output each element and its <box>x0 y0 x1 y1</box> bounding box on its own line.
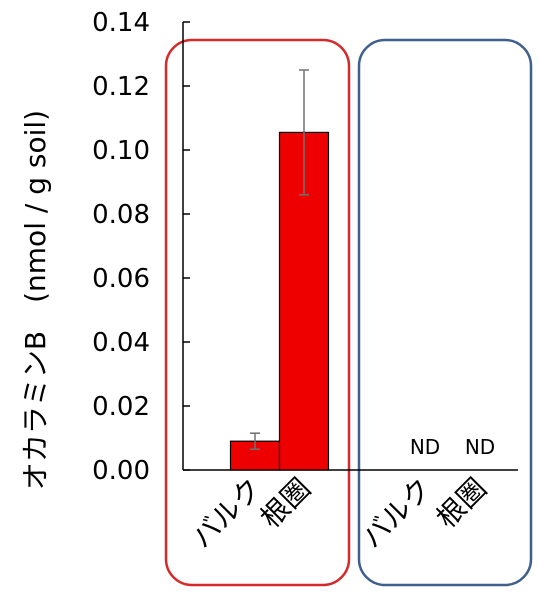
x-tick-label: 根圏 <box>430 472 493 535</box>
axes <box>182 22 518 471</box>
bar-annotation: ND <box>410 435 440 459</box>
y-ticks: 0.00 0.02 0.04 0.06 0.08 0.10 0.12 0.14 <box>92 8 190 486</box>
x-tick-label: バルク <box>355 472 438 555</box>
x-tick-label: 根圏 <box>254 472 317 535</box>
y-tick-label: 0.14 <box>92 8 150 38</box>
y-tick-label: 0.04 <box>92 328 150 358</box>
group-frame <box>357 38 533 587</box>
y-tick-label: 0.00 <box>92 456 150 486</box>
y-tick-label: 0.08 <box>92 200 150 230</box>
y-tick-label: 0.02 <box>92 392 150 422</box>
y-axis-label: オカラミンB (nmol / g soil) <box>19 110 52 490</box>
y-tick-label: 0.10 <box>92 136 150 166</box>
bar-annotation: ND <box>465 435 495 459</box>
y-tick-label: 0.12 <box>92 72 150 102</box>
group-frame <box>164 38 351 587</box>
y-tick-label: 0.06 <box>92 264 150 294</box>
bars: ND ND <box>229 69 495 471</box>
group-frames <box>164 38 533 587</box>
